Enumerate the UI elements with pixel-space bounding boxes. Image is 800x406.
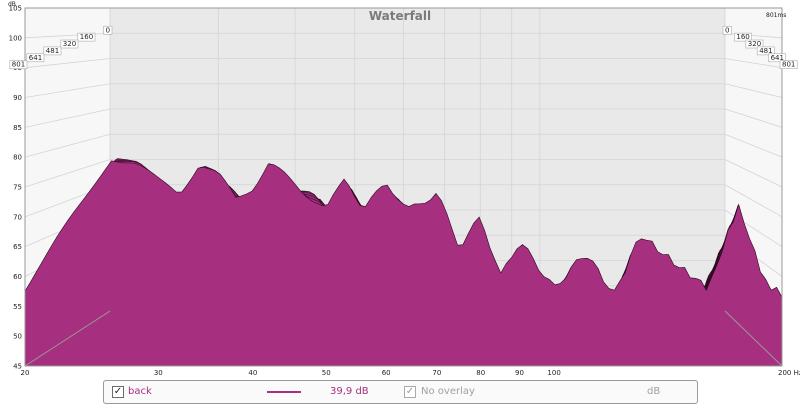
waterfall-slices: [25, 158, 782, 366]
y-tick-label: 80: [13, 154, 22, 162]
chart-frame: [24, 7, 783, 367]
waterfall-slice: [25, 160, 782, 366]
x-tick-label: 90: [515, 369, 524, 377]
depth-tick-box: [756, 46, 775, 56]
x-tick-label: 100: [547, 369, 560, 377]
depth-tick-label: 320: [748, 40, 761, 48]
y-tick-label: 105: [9, 5, 22, 13]
y-tick-label: 100: [9, 34, 22, 42]
check-icon: ✓: [405, 386, 415, 397]
x-tick-label: 80: [476, 369, 485, 377]
y-tick-label: 50: [13, 333, 22, 341]
y-tick-label: 75: [13, 184, 22, 192]
depth-tick-label: 0: [106, 26, 110, 34]
depth-tick-box: [768, 53, 787, 63]
depth-ticks-left: 0 160 320 481 641 801: [9, 25, 113, 69]
y-tick-label: 70: [13, 213, 22, 221]
series-line-swatch: [267, 391, 301, 393]
depth-tick-label: 801: [782, 61, 795, 69]
depth-tick-box: [43, 46, 62, 56]
overlay-checkbox[interactable]: ✓: [404, 386, 416, 398]
depth-tick-box: [722, 25, 732, 35]
y-tick-label: 45: [13, 363, 22, 371]
depth-tick-box: [745, 39, 764, 49]
x-tick-label: 50: [322, 369, 331, 377]
depth-tick-label: 481: [46, 47, 59, 55]
depth-tick-label: 160: [736, 33, 749, 41]
x-tick-label: 40: [248, 369, 257, 377]
x-axis-ticks: 20 30 40 50 60 70 80 90 100 200 Hz: [21, 369, 800, 377]
depth-tick-label: 320: [63, 40, 76, 48]
x-tick-label: 30: [154, 369, 163, 377]
y-tick-label: 65: [13, 243, 22, 251]
series-name: back: [128, 386, 152, 397]
y-axis-ticks: 1051009590858075706560555045: [9, 5, 22, 371]
depth-tick-label: 0: [725, 26, 729, 34]
series-checkbox[interactable]: ✓: [112, 386, 124, 398]
chart-title: Waterfall: [369, 9, 431, 23]
y-tick-label: 55: [13, 303, 22, 311]
check-icon: ✓: [113, 386, 123, 397]
overlay-unit: dB: [647, 386, 661, 397]
series-value: 39,9 dB: [330, 386, 369, 397]
y-tick-label: 60: [13, 273, 22, 281]
depth-tick-box: [60, 39, 79, 49]
depth-tick-box: [26, 53, 45, 63]
depth-tick-box: [779, 60, 798, 69]
depth-tick-box: [9, 60, 28, 69]
x-tick-label: 60: [382, 369, 391, 377]
x-tick-label: 200 Hz: [778, 369, 800, 377]
depth-tick-label: 801: [12, 61, 25, 69]
depth-tick-label: 481: [759, 47, 772, 55]
y-axis-unit: dB: [8, 1, 16, 8]
x-tick-label: 70: [432, 369, 441, 377]
depth-tick-box: [734, 32, 752, 42]
overlay-label: No overlay: [421, 386, 475, 397]
y-tick-label: 85: [13, 124, 22, 132]
depth-tick-box: [103, 25, 113, 35]
depth-tick-label: 641: [29, 54, 42, 62]
depth-max-label: 801ms: [766, 12, 786, 19]
depth-tick-label: 160: [80, 33, 93, 41]
x-tick-label: 20: [21, 369, 30, 377]
legend-bar: ✓ back 39,9 dB ✓ No overlay dB: [103, 380, 698, 404]
y-tick-label: 90: [13, 94, 22, 102]
depth-tick-box: [77, 32, 96, 42]
depth-tick-label: 641: [771, 54, 784, 62]
